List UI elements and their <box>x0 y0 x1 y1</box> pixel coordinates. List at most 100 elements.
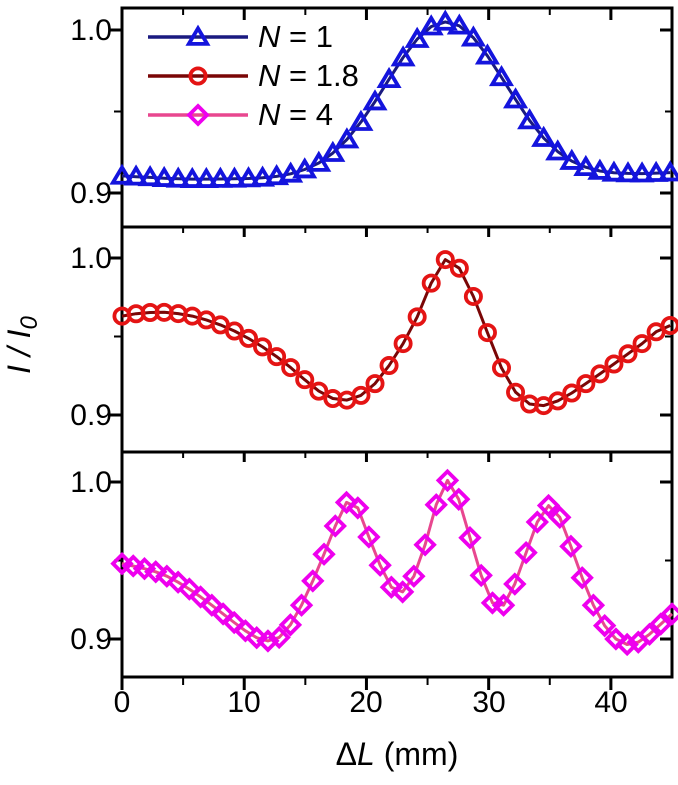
x-tick-labels: 0 10 20 30 40 <box>114 686 628 719</box>
marker-circle <box>604 354 624 374</box>
marker-circle <box>309 381 329 401</box>
x-axis-unit: (mm) <box>375 736 459 772</box>
marker-triangle <box>446 13 472 35</box>
marker-triangle <box>362 89 388 111</box>
x-axis-delta: Δ <box>336 736 357 772</box>
legend-n1.8-symbol: N <box>258 58 281 93</box>
xtick-40: 40 <box>594 686 627 719</box>
series-2 <box>112 250 678 416</box>
marker-triangle <box>123 164 149 186</box>
xtick-0: 0 <box>114 686 131 719</box>
panel-frames <box>120 6 674 679</box>
marker-triangle <box>615 161 641 183</box>
marker-diamond <box>581 593 606 617</box>
legend-label-n1: N = 1 <box>258 19 333 54</box>
marker-triangle <box>517 108 543 130</box>
marker-circle <box>267 347 287 367</box>
series-3-line <box>121 478 674 646</box>
marker-triangle <box>629 161 655 183</box>
marker-triangle <box>601 160 627 182</box>
legend-n4-value: = 4 <box>280 97 333 132</box>
y-axis-main: I / I <box>1 329 37 374</box>
panel-2-ytick-0.9: 0.9 <box>70 399 112 432</box>
marker-triangle <box>559 148 585 170</box>
marker-triangle <box>474 43 500 65</box>
panel-3-ytick-1.0: 1.0 <box>70 466 112 499</box>
marker-triangle <box>193 166 219 188</box>
marker-diamond <box>514 540 538 565</box>
marker-circle <box>506 382 526 402</box>
legend-label-n1.8: N = 1.8 <box>258 58 359 93</box>
marker-circle <box>224 321 244 341</box>
marker-triangle <box>531 125 557 147</box>
marker-triangle <box>179 166 205 188</box>
marker-circle <box>281 358 301 378</box>
marker-diamond <box>390 580 415 604</box>
y-axis-subscript: 0 <box>16 315 43 329</box>
marker-circle <box>618 344 638 364</box>
marker-triangle <box>460 25 486 47</box>
marker-diamond <box>525 510 549 534</box>
marker-diamond <box>379 575 404 599</box>
marker-circle <box>407 307 427 327</box>
panel-3-frame <box>120 450 674 679</box>
marker-circle <box>421 273 441 293</box>
marker-diamond <box>357 525 381 549</box>
marker-diamond <box>536 493 561 518</box>
marker-triangle <box>320 140 346 162</box>
marker-circle <box>449 258 469 278</box>
panel-3-ytick-0.9: 0.9 <box>70 623 112 656</box>
marker-diamond <box>649 612 673 636</box>
marker-diamond <box>346 496 370 520</box>
marker-triangle <box>151 165 177 187</box>
marker-triangle <box>488 64 515 87</box>
legend-n1-value: = 1 <box>280 19 333 54</box>
marker-diamond <box>222 610 246 635</box>
marker-diamond <box>491 593 516 617</box>
marker-circle <box>435 250 455 270</box>
marker-triangle <box>376 66 402 89</box>
marker-diamond <box>233 619 258 643</box>
legend: N = 1 N = 1.8 N = 4 <box>258 19 359 132</box>
marker-triangle <box>545 139 571 161</box>
marker-circle <box>393 334 413 354</box>
legend-n1.8-value: = 1.8 <box>280 58 358 93</box>
marker-diamond <box>301 569 325 593</box>
panel-1-ytick-1.0: 1.0 <box>70 14 112 47</box>
x-axis-title: ΔL (mm) <box>336 736 459 772</box>
marker-triangle <box>185 24 211 46</box>
marker-diamond <box>447 487 471 511</box>
series-3 <box>110 468 678 657</box>
marker-diamond <box>177 577 202 601</box>
marker-circle <box>562 383 582 403</box>
marker-triangle <box>573 154 599 177</box>
marker-diamond <box>458 526 482 550</box>
marker-triangle <box>432 9 458 31</box>
marker-circle <box>253 337 273 357</box>
marker-diamond <box>570 566 594 590</box>
marker-circle <box>365 374 385 394</box>
x-axis-variable: L <box>357 736 375 772</box>
marker-circle <box>491 358 511 378</box>
marker-diamond <box>188 585 213 609</box>
marker-diamond <box>548 505 572 530</box>
marker-diamond <box>469 563 493 588</box>
marker-triangle <box>643 160 669 182</box>
xtick-30: 30 <box>472 686 505 719</box>
panel-2-ytick-1.0: 1.0 <box>70 242 112 275</box>
xtick-20: 20 <box>349 686 382 719</box>
marker-circle <box>632 334 652 354</box>
marker-diamond <box>559 534 583 559</box>
marker-circle <box>379 356 399 376</box>
marker-triangle <box>503 87 529 109</box>
marker-diamond <box>166 570 190 594</box>
marker-circle <box>188 66 208 86</box>
marker-circle <box>295 370 315 390</box>
legend-n4-symbol: N <box>258 97 281 132</box>
marker-diamond <box>660 602 678 626</box>
marker-diamond <box>186 103 210 127</box>
marker-diamond <box>424 493 448 517</box>
marker-circle <box>576 374 596 394</box>
